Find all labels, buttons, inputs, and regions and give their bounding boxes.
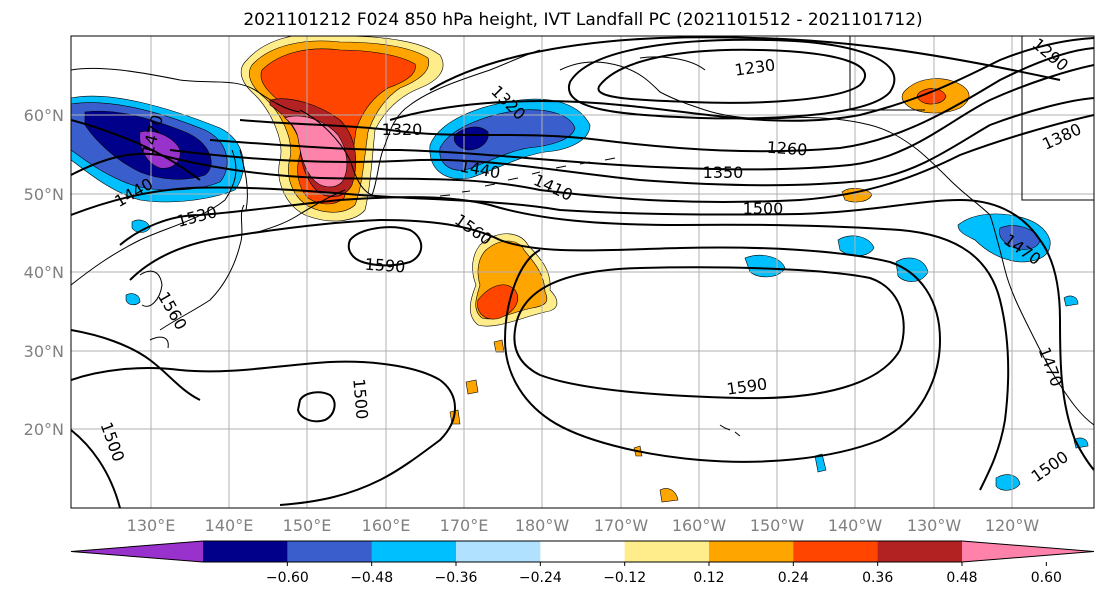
colorbar-segment	[540, 541, 626, 562]
lon-label: 140°E	[205, 516, 254, 535]
contour-label: 1500	[349, 378, 371, 420]
lon-label: 160°E	[362, 516, 411, 535]
contour-label: 1260	[766, 138, 808, 160]
colorbar-segment	[793, 541, 879, 562]
colorbar-tick-label: −0.24	[519, 570, 562, 586]
contour-label: 1590	[364, 255, 406, 277]
graticule	[71, 36, 1094, 508]
lon-label: 120°W	[985, 516, 1040, 535]
colorbar-segment	[709, 541, 794, 562]
colorbar-tick-label: 0.24	[778, 570, 809, 586]
colorbar-tick-label: −0.36	[435, 570, 478, 586]
lat-label: 40°N	[24, 263, 64, 282]
lat-label: 30°N	[24, 342, 64, 361]
colorbar-segment	[624, 541, 710, 562]
colorbar-tick-labels: −0.60 −0.48 −0.36 −0.24 −0.12 0.12 0.24 0.36 0.4…	[266, 570, 1062, 586]
lat-label: 60°N	[24, 106, 64, 125]
colorbar-segment	[203, 541, 288, 562]
latitude-labels: 60°N 50°N 40°N 30°N 20°N	[24, 106, 64, 439]
lat-label: 20°N	[24, 420, 64, 439]
lon-label: 150°E	[283, 516, 332, 535]
colorbar-segment	[371, 541, 457, 562]
colorbar-tick-label: 0.12	[693, 570, 724, 586]
colorbar-tick-label: −0.48	[350, 570, 393, 586]
colorbar-segment	[287, 541, 373, 562]
lon-label: 130°W	[907, 516, 962, 535]
colorbar-tick-label: −0.60	[266, 570, 309, 586]
lon-label: 170°W	[594, 516, 649, 535]
lon-label: 180°W	[515, 516, 570, 535]
colorbar: −0.60 −0.48 −0.36 −0.24 −0.12 0.12 0.24 0.36 0.4…	[70, 540, 1095, 586]
colorbar-extend-max	[962, 541, 1094, 562]
height-contours	[71, 36, 1094, 508]
colorbar-tick-label: 0.48	[946, 570, 977, 586]
colorbar-tick-label: −0.12	[603, 570, 646, 586]
colorbar-tick-label: 0.36	[862, 570, 893, 586]
colorbar-segment	[456, 541, 541, 562]
lon-label: 140°W	[828, 516, 883, 535]
colorbar-ticks	[286, 562, 1047, 566]
colorbar-outline	[70, 540, 1095, 563]
contour-label: 1500	[743, 199, 784, 218]
lat-label: 50°N	[24, 185, 64, 204]
map-panel: 1230 1260 1290 1320 1320 1350 1380 1410 …	[70, 35, 1095, 509]
coastlines	[71, 36, 1094, 437]
colorbar-tick-label: 0.60	[1031, 570, 1062, 586]
lon-label: 150°W	[750, 516, 805, 535]
lon-label: 170°E	[440, 516, 489, 535]
lon-label: 160°W	[672, 516, 727, 535]
longitude-labels: 130°E 140°E 150°E 160°E 170°E 180°W 170°…	[127, 516, 1040, 535]
figure-title: 2021101212 F024 850 hPa height, IVT Land…	[243, 10, 922, 30]
contour-label: 1350	[703, 163, 744, 182]
contour-label: 1320	[382, 120, 423, 139]
map-frame	[70, 35, 1095, 509]
lon-label: 130°E	[127, 516, 176, 535]
colorbar-segments	[70, 540, 1095, 563]
colorbar-extend-min	[71, 541, 203, 562]
colorbar-segment	[877, 541, 963, 562]
